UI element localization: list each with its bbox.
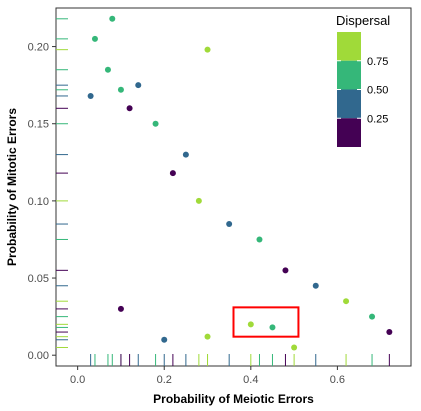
data-point	[386, 329, 393, 336]
legend-color-segment	[337, 118, 361, 147]
legend-break-label: 0.50	[367, 85, 388, 97]
data-point	[161, 336, 168, 343]
data-point	[87, 92, 94, 99]
data-point	[109, 15, 116, 22]
data-point	[269, 324, 276, 331]
y-tick-label: 0.10	[28, 196, 49, 208]
data-points	[87, 15, 393, 351]
data-point	[312, 282, 319, 289]
legend-color-segment	[337, 89, 361, 119]
legend-break-label: 0.25	[367, 113, 388, 125]
data-point	[226, 221, 233, 228]
data-point	[204, 46, 211, 53]
y-axis-title: Probability of Mitotic Errors	[5, 108, 19, 266]
legend-title: Dispersal	[336, 13, 390, 28]
x-tick-label: 0.2	[157, 374, 172, 386]
data-point	[169, 170, 176, 177]
legend: Dispersal 0.25 0.50 0.75	[336, 13, 390, 147]
rug-marks	[56, 18, 390, 366]
data-point	[256, 236, 263, 243]
y-tick-label: 0.15	[28, 119, 49, 131]
data-point	[182, 151, 189, 158]
data-point	[291, 344, 298, 351]
data-point	[135, 82, 142, 89]
data-point	[117, 305, 124, 312]
data-point	[195, 197, 202, 204]
data-point	[126, 105, 133, 112]
data-point	[343, 298, 350, 305]
y-tick-label: 0.05	[28, 273, 49, 285]
data-point	[152, 120, 159, 127]
data-point	[204, 333, 211, 340]
data-point	[104, 66, 111, 73]
legend-break-label: 0.75	[367, 56, 388, 68]
data-point	[91, 35, 98, 42]
highlight-box	[232, 306, 300, 338]
legend-color-segment	[337, 32, 361, 61]
x-tick-label: 0.0	[70, 374, 85, 386]
data-point	[282, 267, 289, 274]
x-axis-title: Probability of Meiotic Errors	[153, 392, 314, 406]
y-tick-label: 0.20	[28, 42, 49, 54]
data-point	[117, 86, 124, 93]
x-tick-label: 0.6	[330, 374, 345, 386]
axes: 0.0 0.2 0.4 0.6 0.00 0.05 0.10 0.15 0.20	[28, 42, 345, 386]
x-tick-label: 0.4	[243, 374, 258, 386]
data-point	[247, 321, 254, 328]
legend-color-segment	[337, 60, 361, 90]
y-tick-label: 0.00	[28, 350, 49, 362]
data-point	[369, 313, 376, 320]
